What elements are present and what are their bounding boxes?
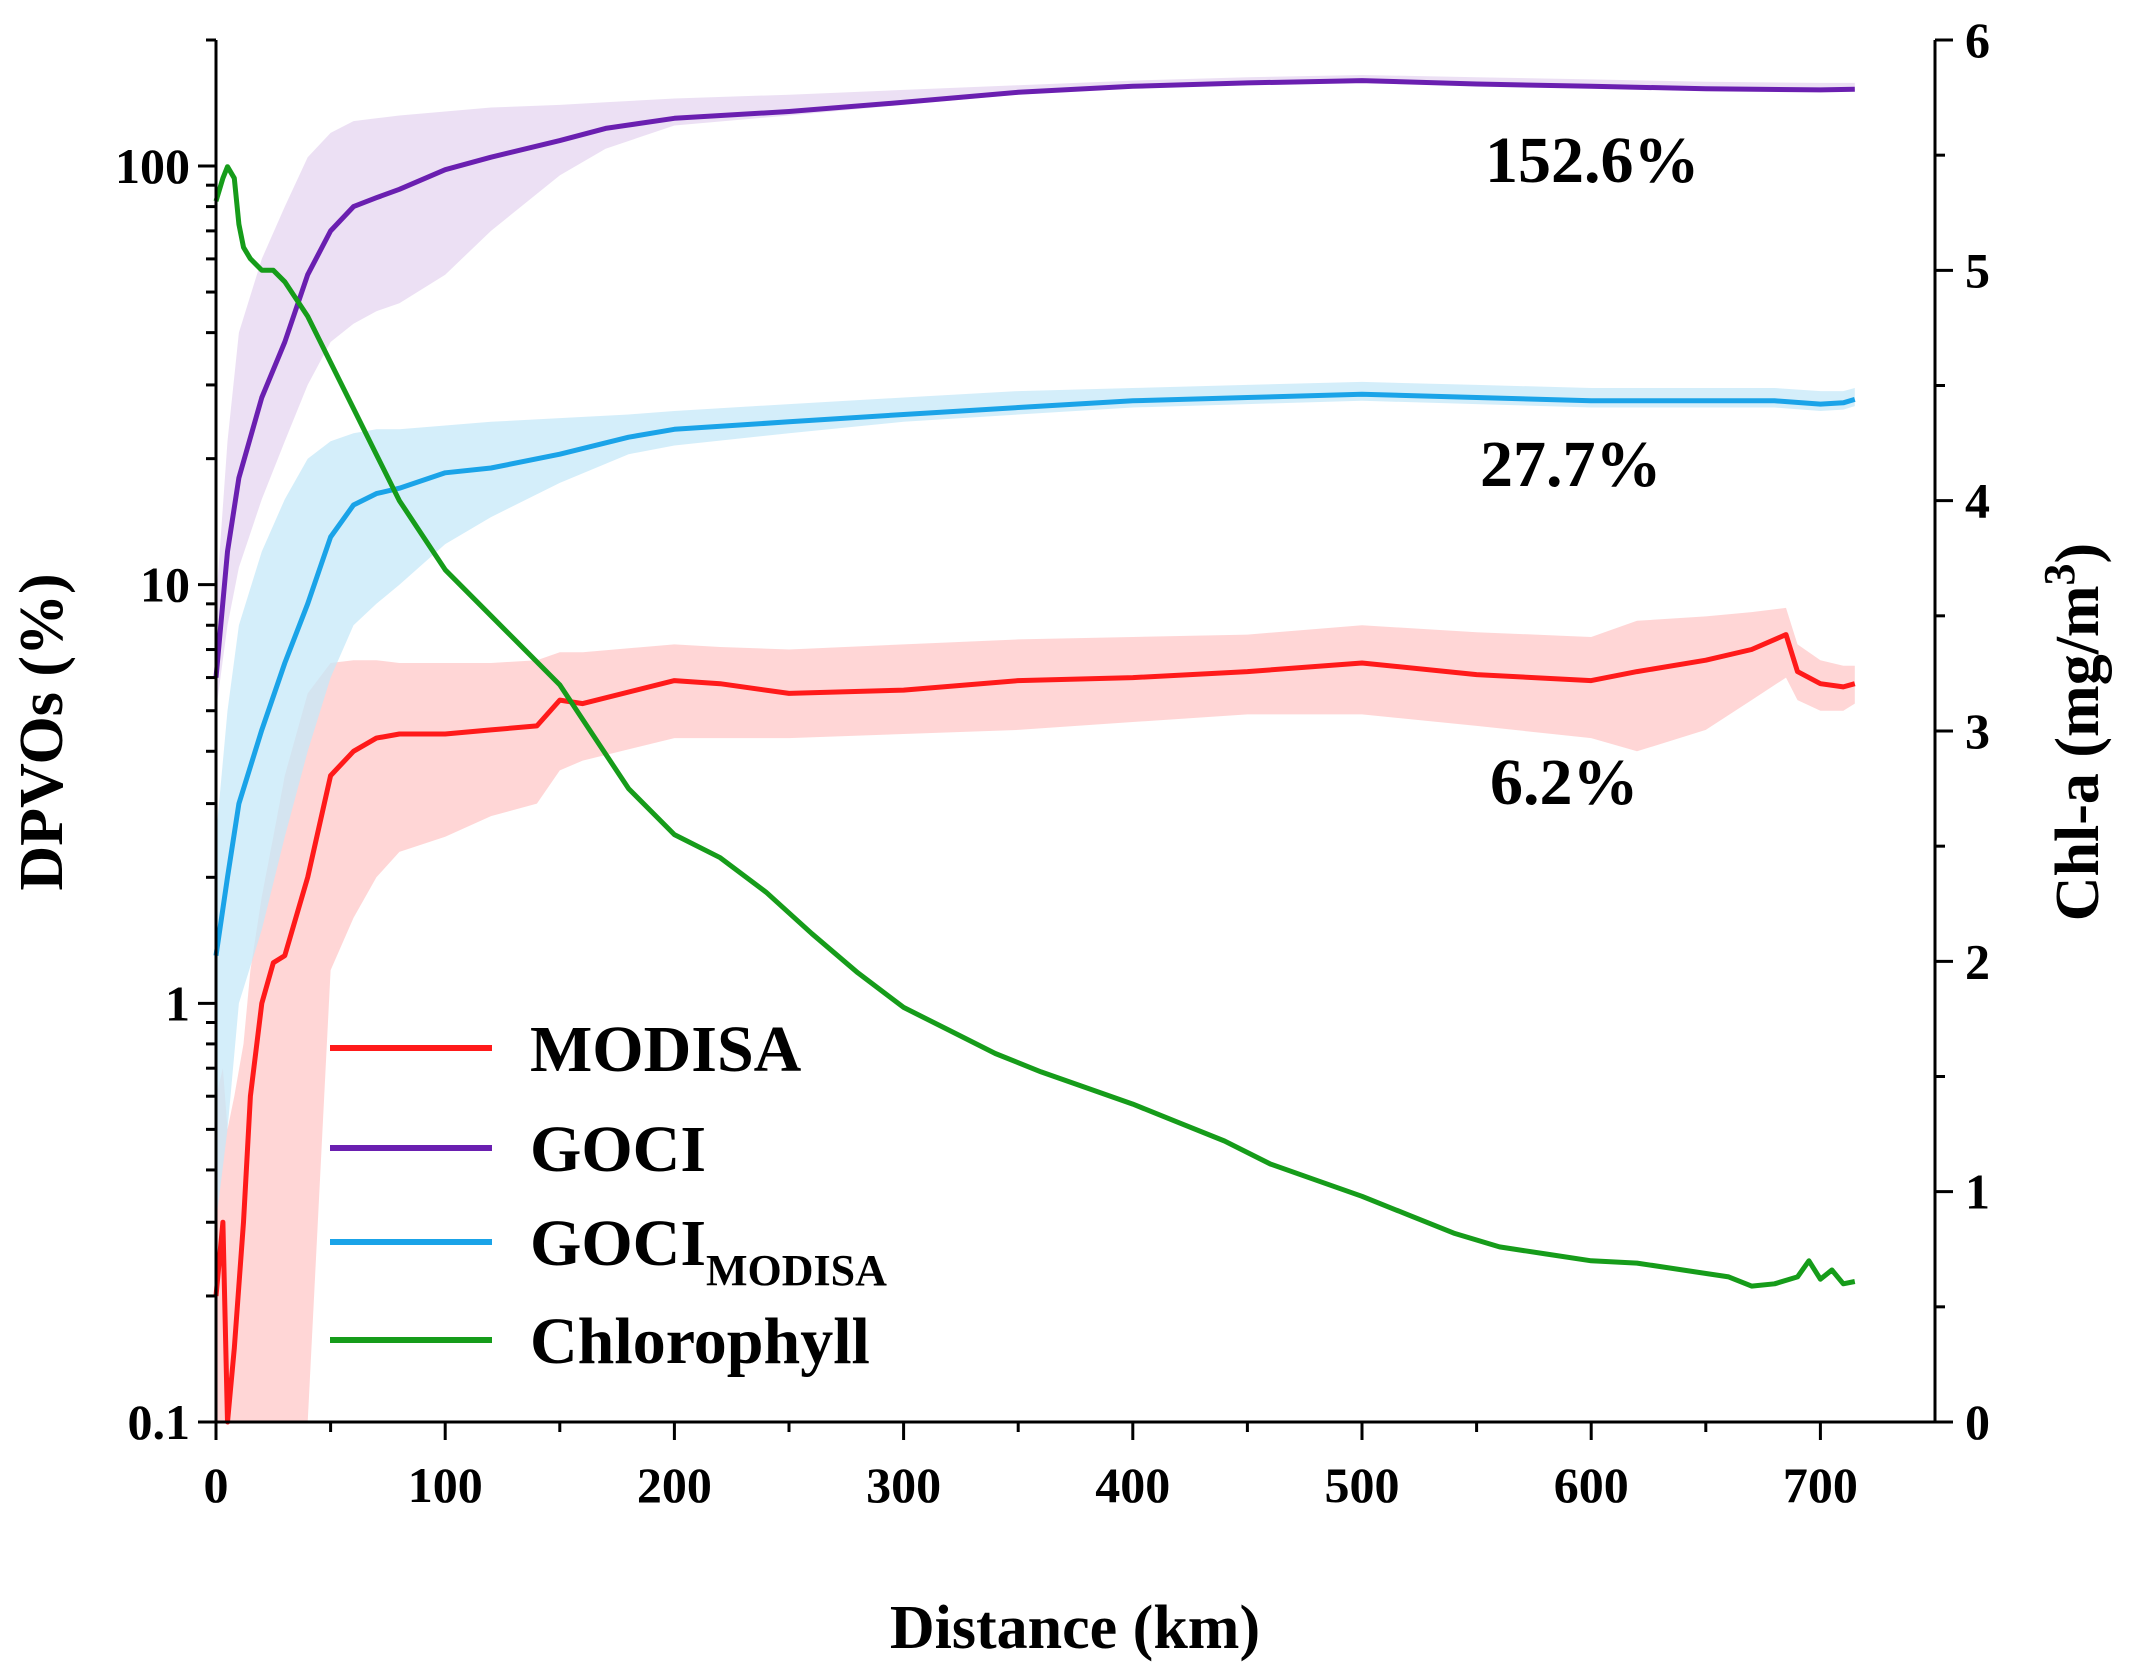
legend-label-chlorophyll: Chlorophyll — [530, 1305, 870, 1378]
x-ticks: 0 100 200 300 400 500 600 700 — [204, 1422, 1858, 1513]
y2-tick-label-4: 4 — [1965, 473, 1990, 529]
y2-tick-label-2: 2 — [1965, 933, 1990, 989]
annotation-goci: 152.6% — [1485, 124, 1700, 197]
series-line-chlorophyll — [213, 164, 1856, 1289]
x-tick-label-700: 700 — [1783, 1457, 1858, 1513]
x-tick-label-400: 400 — [1095, 1457, 1170, 1513]
band-modisa — [216, 607, 1855, 1422]
legend-label-modisa: MODISA — [530, 1013, 802, 1086]
legend: MODISA GOCI GOCIMODISA Chlorophyll — [330, 1013, 887, 1378]
y-tick-label-10: 10 — [140, 557, 190, 613]
annotation-modisa: 6.2% — [1490, 746, 1639, 819]
y-tick-label-100: 100 — [115, 138, 190, 194]
band-goci — [216, 75, 1855, 711]
y2-tick-label-0: 0 — [1965, 1394, 1990, 1450]
y-axis-title: DPVOs (%) — [8, 573, 76, 890]
y2-tick-label-6: 6 — [1965, 12, 1990, 68]
y2-tick-label-1: 1 — [1965, 1164, 1990, 1220]
x-tick-label-300: 300 — [866, 1457, 941, 1513]
series-line-goci — [213, 78, 1855, 678]
x-tick-label-0: 0 — [204, 1457, 229, 1513]
legend-label-goci-modisa-main: GOCI — [530, 1207, 706, 1280]
x-tick-label-600: 600 — [1554, 1457, 1629, 1513]
y-ticks: 0.1 1 10 100 — [115, 38, 216, 1450]
y2-axis-title-close: ) — [2044, 543, 2112, 564]
x-axis-title: Distance (km) — [890, 1594, 1260, 1662]
y-tick-label-0.1: 0.1 — [128, 1394, 191, 1450]
y-tick-label-1: 1 — [165, 975, 190, 1031]
legend-label-goci-modisa: GOCIMODISA — [530, 1207, 887, 1295]
y2-axis-title-sup: 3 — [2035, 563, 2084, 585]
series-line-goci-modisa — [213, 391, 1856, 956]
legend-label-goci-modisa-sub: MODISA — [706, 1246, 887, 1295]
series-line-modisa — [213, 632, 1856, 1425]
x-tick-label-100: 100 — [408, 1457, 483, 1513]
y2-axis-title: Chl-a (mg/m3) — [2035, 543, 2112, 921]
y2-axis-title-main: Chl-a (mg/m — [2044, 585, 2112, 921]
y2-tick-label-3: 3 — [1965, 703, 1990, 759]
x-tick-label-500: 500 — [1325, 1457, 1400, 1513]
y2-ticks: 0 1 2 3 4 5 6 — [1935, 12, 1990, 1450]
legend-label-goci: GOCI — [530, 1113, 706, 1186]
series-lines — [213, 78, 1856, 1425]
x-tick-label-200: 200 — [637, 1457, 712, 1513]
annotation-goci-modisa: 27.7% — [1480, 428, 1662, 501]
y2-tick-label-5: 5 — [1965, 242, 1990, 298]
